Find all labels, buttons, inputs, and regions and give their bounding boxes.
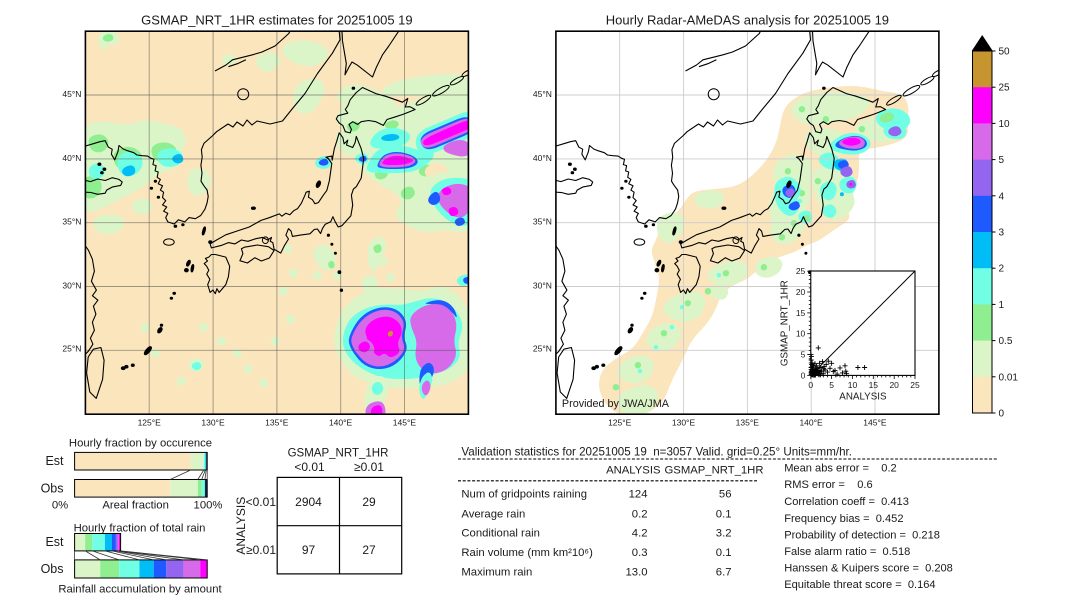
svg-text:140°E: 140°E [799, 418, 823, 428]
svg-text:ANALYSIS: ANALYSIS [234, 497, 248, 555]
svg-text:RMS error = 0.6: RMS error = 0.6 [784, 479, 872, 491]
svg-text:130°E: 130°E [201, 418, 225, 428]
svg-text:45°N: 45°N [533, 89, 552, 99]
svg-text:13.0: 13.0 [626, 567, 648, 579]
svg-text:25°N: 25°N [533, 344, 552, 354]
svg-text:Equitable threat score = 0.16: Equitable threat score = 0.164 [784, 579, 935, 591]
svg-text:Probability of detection = 0.: Probability of detection = 0.218 [784, 529, 940, 541]
svg-text:Hourly fraction by occurence: Hourly fraction by occurence [69, 438, 212, 450]
svg-text:GSMAP_NRT_1HR: GSMAP_NRT_1HR [665, 465, 764, 477]
svg-text:Obs: Obs [41, 481, 64, 495]
svg-text:<0.01: <0.01 [294, 460, 325, 474]
svg-text:Areal fraction: Areal fraction [102, 500, 169, 512]
svg-text:Provided by JWA/JMA: Provided by JWA/JMA [562, 398, 670, 410]
svg-text:140°E: 140°E [329, 418, 353, 428]
svg-text:Hourly fraction of total rain: Hourly fraction of total rain [74, 523, 206, 535]
svg-text:10: 10 [848, 380, 858, 390]
svg-text:GSMAP_NRT_1HR: GSMAP_NRT_1HR [288, 448, 389, 460]
svg-text:Num of gridpoints raining: Num of gridpoints raining [461, 489, 587, 501]
svg-text:20: 20 [796, 287, 806, 297]
svg-text:40°N: 40°N [62, 153, 81, 163]
svg-text:135°E: 135°E [265, 418, 289, 428]
svg-text:97: 97 [302, 543, 316, 557]
svg-text:0.3: 0.3 [632, 547, 648, 559]
svg-text:56: 56 [719, 489, 732, 501]
svg-text:Hourly Radar-AMeDAS analysis f: Hourly Radar-AMeDAS analysis for 2025100… [606, 13, 889, 28]
svg-text:0: 0 [801, 370, 806, 380]
svg-text:30°N: 30°N [62, 280, 81, 290]
svg-text:<0.01: <0.01 [246, 495, 277, 509]
svg-text:4: 4 [999, 191, 1005, 202]
svg-text:0: 0 [808, 380, 813, 390]
svg-text:145°E: 145°E [863, 418, 887, 428]
svg-text:0.1: 0.1 [716, 509, 732, 521]
svg-text:Maximum rain: Maximum rain [461, 567, 532, 579]
svg-text:ANALYSIS: ANALYSIS [839, 391, 887, 402]
svg-text:15: 15 [796, 308, 806, 318]
svg-text:Conditional rain: Conditional rain [461, 528, 540, 540]
svg-text:25: 25 [999, 83, 1011, 94]
svg-text:0%: 0% [52, 500, 68, 512]
svg-text:0.2: 0.2 [632, 509, 648, 521]
svg-text:GSMAP_NRT_1HR: GSMAP_NRT_1HR [779, 280, 790, 366]
svg-text:45°N: 45°N [62, 89, 81, 99]
svg-text:35°N: 35°N [533, 217, 552, 227]
svg-text:Mean abs error = 0.2: Mean abs error = 0.2 [784, 463, 897, 475]
svg-text:Hanssen & Kuipers score = 0.2: Hanssen & Kuipers score = 0.208 [784, 563, 953, 575]
svg-text:Est: Est [45, 454, 64, 468]
svg-text:145°E: 145°E [393, 418, 417, 428]
svg-text:35°N: 35°N [62, 217, 81, 227]
svg-text:10: 10 [796, 329, 806, 339]
svg-text:ANALYSIS: ANALYSIS [606, 465, 661, 477]
svg-text:100%: 100% [194, 500, 223, 512]
svg-text:50: 50 [999, 47, 1011, 58]
svg-text:2: 2 [999, 264, 1005, 275]
svg-text:0.5: 0.5 [999, 336, 1013, 347]
svg-text:25: 25 [910, 380, 920, 390]
svg-text:Frequency bias = 0.452: Frequency bias = 0.452 [784, 513, 903, 525]
svg-text:6.7: 6.7 [716, 567, 732, 579]
svg-text:GSMAP_NRT_1HR estimates for 20: GSMAP_NRT_1HR estimates for 20251005 19 [141, 13, 412, 28]
svg-text:Correlation coeff = 0.413: Correlation coeff = 0.413 [784, 496, 909, 508]
svg-text:0.01: 0.01 [999, 372, 1019, 383]
svg-text:3.2: 3.2 [716, 528, 732, 540]
svg-text:5: 5 [829, 380, 834, 390]
svg-text:0: 0 [999, 409, 1005, 420]
svg-text:25°N: 25°N [62, 344, 81, 354]
svg-text:2904: 2904 [295, 495, 322, 509]
svg-text:135°E: 135°E [736, 418, 760, 428]
svg-text:124: 124 [629, 489, 648, 501]
svg-text:125°E: 125°E [608, 418, 632, 428]
svg-text:3: 3 [999, 228, 1005, 239]
svg-text:15: 15 [869, 380, 879, 390]
svg-text:Obs: Obs [41, 562, 64, 576]
svg-text:27: 27 [362, 543, 376, 557]
svg-text:0.1: 0.1 [716, 547, 732, 559]
svg-text:10: 10 [999, 119, 1011, 130]
svg-text:≥0.01: ≥0.01 [354, 460, 384, 474]
svg-text:40°N: 40°N [533, 153, 552, 163]
svg-text:5: 5 [999, 155, 1005, 166]
svg-text:1: 1 [999, 300, 1005, 311]
svg-text:False alarm ratio = 0.518: False alarm ratio = 0.518 [784, 546, 910, 558]
svg-text:4.2: 4.2 [632, 528, 648, 540]
svg-text:Average rain: Average rain [461, 509, 525, 521]
svg-text:130°E: 130°E [672, 418, 696, 428]
svg-text:20: 20 [889, 380, 899, 390]
svg-text:25: 25 [796, 266, 806, 276]
svg-text:Validation statistics for 2025: Validation statistics for 20251005 19 n=… [461, 445, 852, 458]
svg-text:Rain volume (mm km²10⁶): Rain volume (mm km²10⁶) [461, 547, 593, 559]
svg-text:Est: Est [45, 535, 64, 549]
svg-text:125°E: 125°E [138, 418, 162, 428]
svg-text:≥0.01: ≥0.01 [246, 543, 276, 557]
svg-text:Rainfall accumulation by amoun: Rainfall accumulation by amount [58, 583, 222, 595]
svg-text:5: 5 [801, 350, 806, 360]
svg-text:29: 29 [362, 495, 376, 509]
svg-text:30°N: 30°N [533, 280, 552, 290]
